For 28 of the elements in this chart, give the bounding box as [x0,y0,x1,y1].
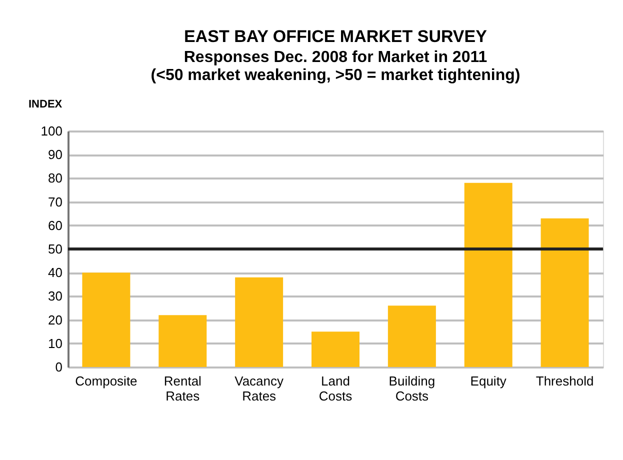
x-tick-label: Composite [75,374,138,388]
y-tick-label: 90 [48,147,62,162]
x-tick-label: Land Costs [318,374,353,404]
y-tick-label: 20 [48,312,62,328]
bar [312,332,360,367]
y-tick-label: 0 [55,360,62,374]
y-tick-label: 50 [48,242,62,256]
y-tick-label: 60 [48,218,62,233]
bar [235,277,284,367]
bar [388,306,436,367]
y-tick-label: 70 [48,194,62,210]
y-axis-title: INDEX [28,98,63,110]
x-tick-label: Vacancy Rates [234,374,284,404]
chart-title: EAST BAY OFFICE MARKET SURVEY [184,27,488,46]
bar [158,315,207,367]
bar [464,182,512,367]
bar [540,218,589,367]
y-tick-label: 100 [40,124,62,138]
x-tick-label: Equity [470,374,507,388]
x-tick-label: Rental Rates [164,374,202,404]
y-tick-label: 10 [48,336,62,351]
y-tick-label: 80 [48,170,62,186]
y-tick-label: 40 [48,265,62,280]
bar [82,272,130,367]
y-tick-label: 30 [48,288,62,304]
chart-subtitle: Responses Dec. 2008 for Market in 2011 (<50 market weakening, >50 = market tightening) [150,49,520,84]
x-tick-label: Building Costs [388,374,436,404]
x-tick-label: Threshold [536,374,594,388]
